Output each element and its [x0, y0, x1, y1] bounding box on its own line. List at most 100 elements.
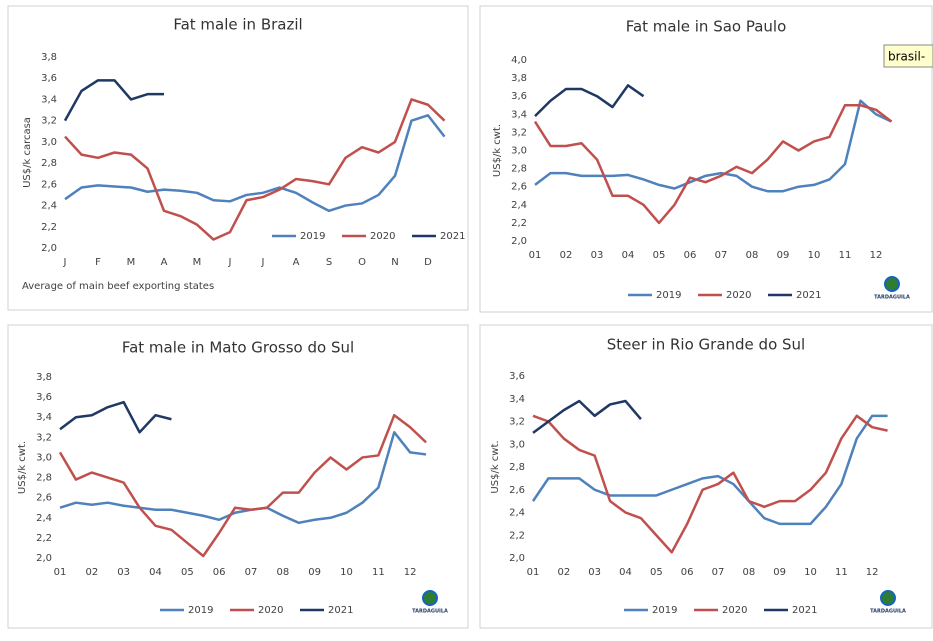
y-tick-label: 3,8 — [511, 73, 527, 84]
x-tick-label: 06 — [681, 567, 694, 578]
y-tick-label: 2,8 — [36, 473, 52, 484]
x-tick-label: 07 — [712, 567, 725, 578]
series-line — [63, 79, 164, 122]
x-tick-label: 08 — [742, 567, 755, 578]
series-line — [64, 114, 446, 213]
chart-title: Fat male in Sao Paulo — [626, 18, 787, 36]
y-tick-label: 3,2 — [36, 432, 52, 443]
chart-frame — [479, 5, 933, 313]
y-tick-label: 3,0 — [511, 146, 527, 157]
series-line — [532, 414, 888, 554]
y-tick-label: 3,0 — [509, 439, 525, 450]
legend-label: 2020 — [370, 231, 395, 242]
legend-label: 2020 — [258, 605, 283, 616]
series-line — [58, 413, 427, 558]
x-tick-label: M — [193, 257, 202, 268]
y-axis-label: US$/k cwt. — [17, 441, 28, 494]
chart-title: Fat male in Brazil — [173, 16, 302, 34]
y-tick-label: 2,8 — [509, 462, 525, 473]
x-tick-label: J — [261, 257, 265, 268]
legend-label: 2020 — [722, 605, 747, 616]
legend-label: 2019 — [188, 605, 213, 616]
x-tick-label: 11 — [839, 250, 852, 261]
y-tick-label: 3,6 — [41, 73, 57, 84]
legend-label: 2021 — [328, 605, 353, 616]
legend-label: 2019 — [300, 231, 325, 242]
y-tick-label: 2,2 — [511, 218, 527, 229]
x-tick-label: J — [63, 257, 67, 268]
y-tick-label: 2,4 — [36, 513, 52, 524]
logo-icon — [880, 590, 896, 606]
series-line — [532, 399, 642, 434]
y-axis-label: US$/k cwt. — [490, 440, 501, 493]
y-tick-label: 3,4 — [511, 109, 527, 120]
x-tick-label: 04 — [622, 250, 635, 261]
chart-frame — [7, 5, 469, 311]
x-tick-label: F — [95, 257, 101, 268]
y-axis-label: US$/k carcasa — [22, 117, 33, 188]
x-tick-label: 10 — [340, 567, 353, 578]
x-tick-label: 07 — [715, 250, 728, 261]
logo-icon — [884, 276, 900, 292]
legend-label: 2019 — [652, 605, 677, 616]
chart-title: Steer in Rio Grande do Sul — [607, 336, 805, 354]
x-tick-label: 10 — [804, 567, 817, 578]
y-tick-label: 3,4 — [41, 94, 57, 105]
x-tick-label: 02 — [557, 567, 570, 578]
chart-title: Fat male in Mato Grosso do Sul — [122, 339, 354, 357]
y-tick-label: 2,0 — [511, 236, 527, 247]
x-tick-label: 06 — [684, 250, 697, 261]
x-tick-label: 02 — [85, 567, 98, 578]
x-tick-label: S — [326, 257, 332, 268]
x-tick-label: A — [161, 257, 168, 268]
x-tick-label: 05 — [650, 567, 663, 578]
y-axis-label: US$/k cwt. — [492, 124, 503, 177]
x-tick-label: J — [228, 257, 232, 268]
chart-frame — [479, 324, 933, 629]
y-tick-label: 3,2 — [509, 417, 525, 428]
x-tick-label: 09 — [308, 567, 321, 578]
legend-label: 2020 — [726, 290, 751, 301]
series-line — [531, 414, 888, 526]
logo-text: TARDAGUILA — [412, 609, 448, 615]
y-tick-label: 3,6 — [509, 371, 525, 382]
y-tick-label: 2,8 — [41, 158, 57, 169]
x-tick-label: 03 — [588, 567, 601, 578]
tooltip-box — [883, 44, 933, 68]
logo-text: TARDAGUILA — [870, 609, 906, 615]
y-tick-label: 2,2 — [41, 222, 57, 233]
legend-label: 2021 — [796, 290, 821, 301]
legend-label: 2019 — [656, 290, 681, 301]
y-tick-label: 2,6 — [509, 485, 525, 496]
y-tick-label: 2,2 — [509, 530, 525, 541]
series-line — [59, 431, 427, 525]
x-tick-label: 03 — [591, 250, 604, 261]
x-tick-label: 02 — [560, 250, 573, 261]
x-tick-label: 11 — [372, 567, 385, 578]
x-tick-label: 09 — [777, 250, 790, 261]
x-tick-label: 06 — [213, 567, 226, 578]
y-tick-label: 3,0 — [36, 452, 52, 463]
x-tick-label: 08 — [746, 250, 759, 261]
x-tick-label: 05 — [653, 250, 666, 261]
y-tick-label: 3,6 — [36, 392, 52, 403]
series-line — [534, 84, 645, 117]
y-tick-label: 3,8 — [36, 372, 52, 383]
x-tick-label: 09 — [773, 567, 786, 578]
y-tick-label: 3,6 — [511, 91, 527, 102]
x-tick-label: 05 — [181, 567, 194, 578]
x-tick-label: A — [293, 257, 300, 268]
x-tick-label: 11 — [835, 567, 848, 578]
y-tick-label: 2,0 — [41, 243, 57, 254]
series-line — [534, 99, 893, 193]
legend-label: 2021 — [440, 231, 465, 242]
x-tick-label: 12 — [404, 567, 417, 578]
x-tick-label: O — [358, 257, 366, 268]
x-tick-label: 04 — [619, 567, 632, 578]
series-line — [59, 400, 172, 434]
x-tick-label: 12 — [870, 250, 883, 261]
y-tick-label: 2,0 — [509, 553, 525, 564]
x-tick-label: 08 — [276, 567, 289, 578]
y-tick-label: 3,8 — [41, 52, 57, 63]
